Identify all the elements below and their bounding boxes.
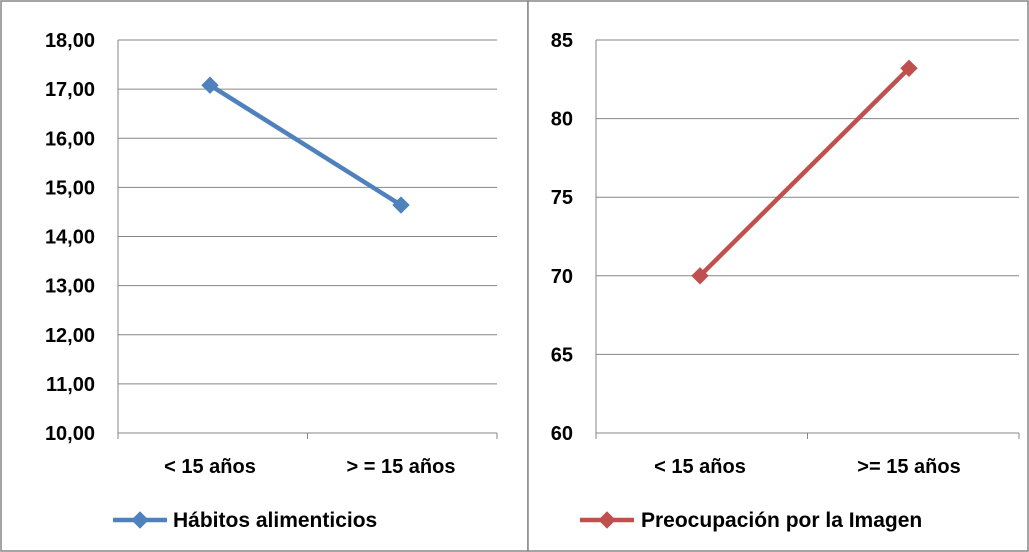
y-tick-label: 12,00 bbox=[45, 325, 95, 347]
y-tick-label: 11,00 bbox=[46, 374, 95, 396]
x-category-label: > = 15 años bbox=[347, 456, 456, 478]
charts-layer: 10,00 11,00 12,00 13,00 14,00 15,00 16,00 17,00… bbox=[45, 30, 1020, 532]
y-tick-label: 85 bbox=[551, 30, 573, 52]
data-point-marker bbox=[201, 76, 219, 94]
data-point-marker bbox=[392, 196, 410, 214]
legend-label: Preocupación por la Imagen bbox=[641, 509, 922, 532]
y-tick-label: 10,00 bbox=[45, 423, 95, 445]
series-line bbox=[207, 82, 404, 208]
y-tick-label: 18,00 bbox=[45, 30, 95, 52]
y-tick-label: 17,00 bbox=[45, 79, 95, 101]
data-point-marker bbox=[691, 267, 709, 285]
y-tick-label: 13,00 bbox=[45, 276, 95, 298]
x-category-label: < 15 años bbox=[164, 456, 256, 478]
y-tick-label: 14,00 bbox=[45, 227, 95, 249]
y-tick-label: 70 bbox=[551, 266, 573, 288]
y-tick-label: 65 bbox=[551, 344, 573, 366]
left-chart-frame bbox=[0, 0, 529, 552]
y-tick-label: 15,00 bbox=[45, 177, 95, 199]
chart-1: 10,00 11,00 12,00 13,00 14,00 15,00 16,00 17,00… bbox=[45, 30, 498, 532]
legend-label: Hábitos alimenticios bbox=[173, 509, 377, 532]
y-tick-label: 60 bbox=[551, 423, 573, 445]
x-category-label: >= 15 años bbox=[857, 456, 960, 478]
data-point-marker bbox=[900, 59, 918, 78]
y-tick-label: 75 bbox=[551, 187, 573, 209]
x-category-label: < 15 años bbox=[654, 456, 746, 478]
y-tick-label: 80 bbox=[551, 109, 573, 131]
legend-marker bbox=[131, 511, 149, 529]
chart-2: 60 65 70 75 80 85 < 15 años >= 15 años Preocupac… bbox=[551, 30, 1020, 532]
legend-marker bbox=[598, 511, 616, 529]
series-line bbox=[697, 66, 912, 279]
y-tick-label: 16,00 bbox=[45, 128, 95, 150]
